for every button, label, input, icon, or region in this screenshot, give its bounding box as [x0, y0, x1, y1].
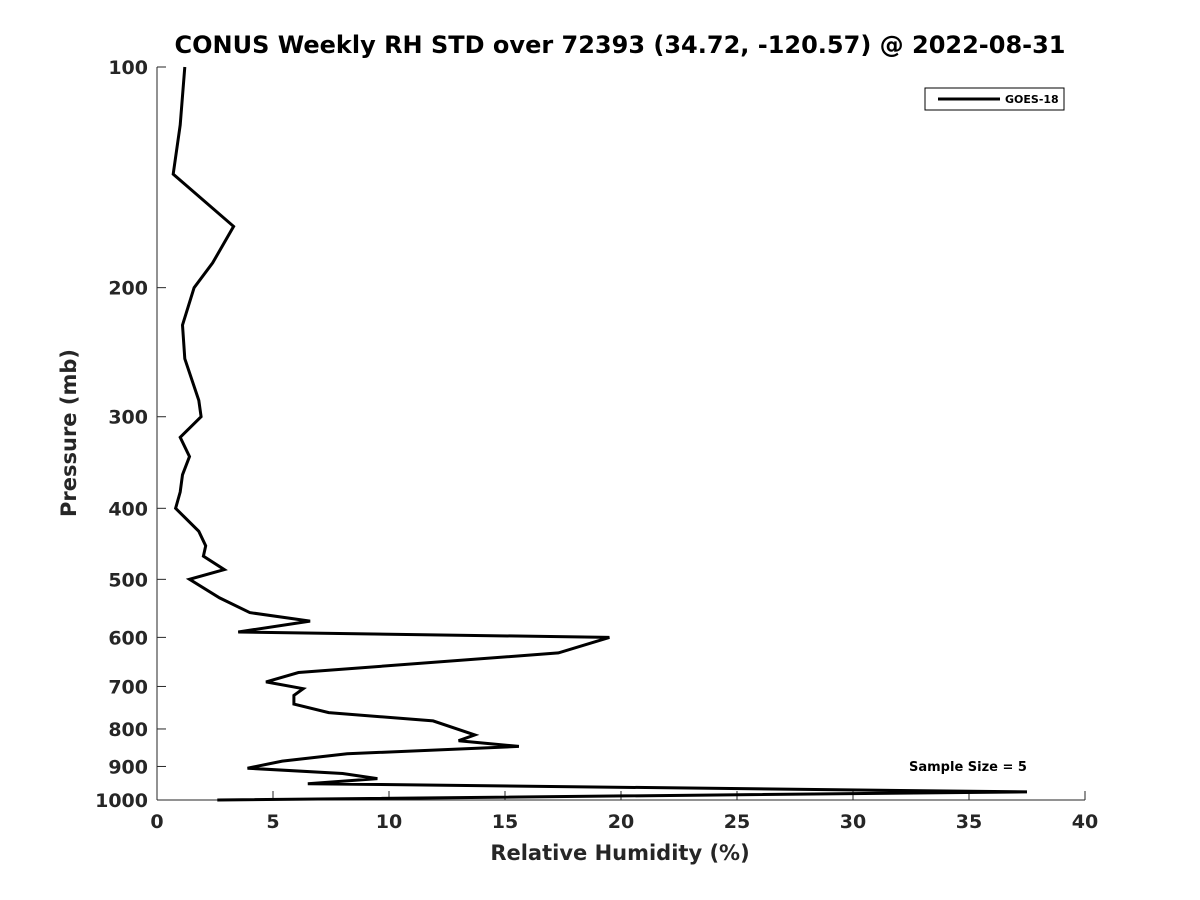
x-tick-label: 30 [840, 811, 866, 833]
x-tick-label: 35 [956, 811, 982, 833]
axes: 0 5 10 15 20 25 30 35 40 100 200 300 400 500 600 700 800… [95, 57, 1098, 833]
legend-label: GOES-18 [1005, 93, 1059, 106]
data-layer [171, 66, 1028, 802]
x-tick-label: 10 [376, 811, 402, 833]
y-axis-label: Pressure (mb) [57, 349, 81, 517]
x-tick-label: 20 [608, 811, 634, 833]
x-tick-label: 25 [724, 811, 750, 833]
y-tick-label: 200 [108, 278, 148, 300]
y-tick-label: 400 [108, 498, 148, 520]
x-axis-label: Relative Humidity (%) [490, 841, 749, 865]
x-tick-label: 5 [266, 811, 279, 833]
y-tick-label: 300 [108, 407, 148, 429]
y-tick-label: 500 [108, 569, 148, 591]
y-tick-label: 800 [108, 719, 148, 741]
y-tick-label: 1000 [95, 790, 148, 812]
series-line-goes-18 [171, 66, 1028, 802]
chart-title: CONUS Weekly RH STD over 72393 (34.72, -… [174, 31, 1065, 59]
y-tick-label: 100 [108, 57, 148, 79]
legend: GOES-18 [924, 87, 1065, 111]
sample-size-annotation: Sample Size = 5 [909, 760, 1027, 775]
x-tick-label: 15 [492, 811, 518, 833]
y-tick-label: 900 [108, 756, 148, 778]
x-tick-label: 40 [1072, 811, 1098, 833]
x-tick-label: 0 [150, 811, 163, 833]
y-tick-label: 600 [108, 627, 148, 649]
y-tick-label: 700 [108, 676, 148, 698]
